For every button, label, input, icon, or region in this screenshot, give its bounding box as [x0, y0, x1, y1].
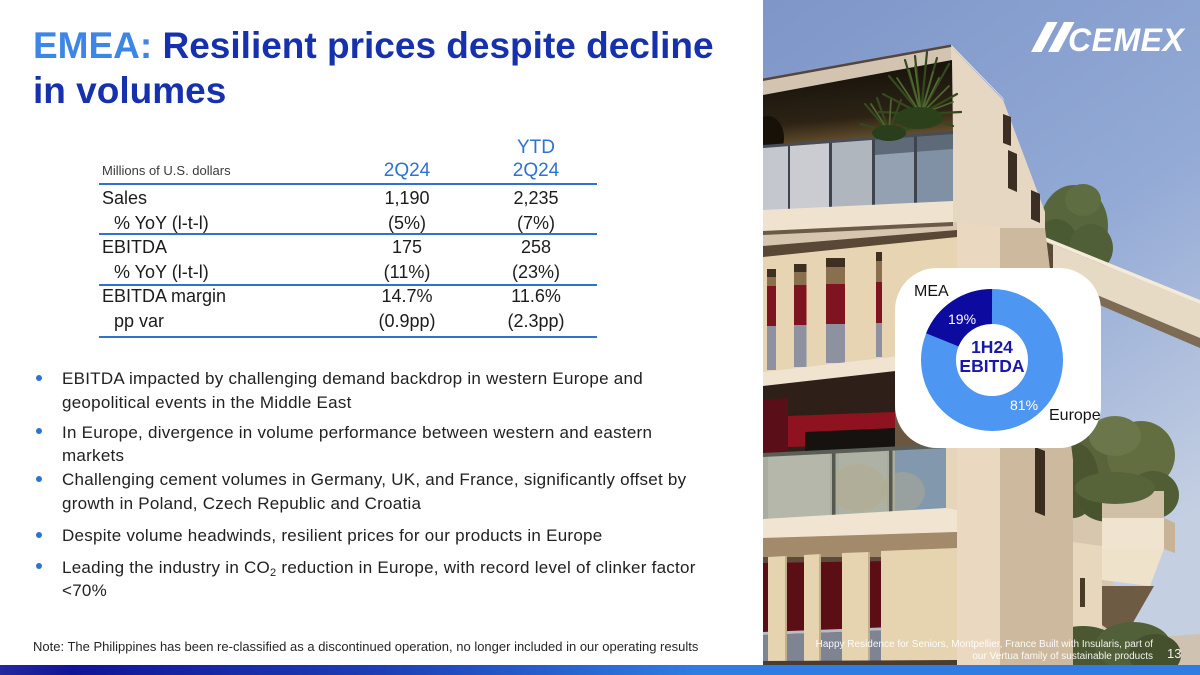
svg-text:CEMEX: CEMEX	[1068, 22, 1185, 58]
